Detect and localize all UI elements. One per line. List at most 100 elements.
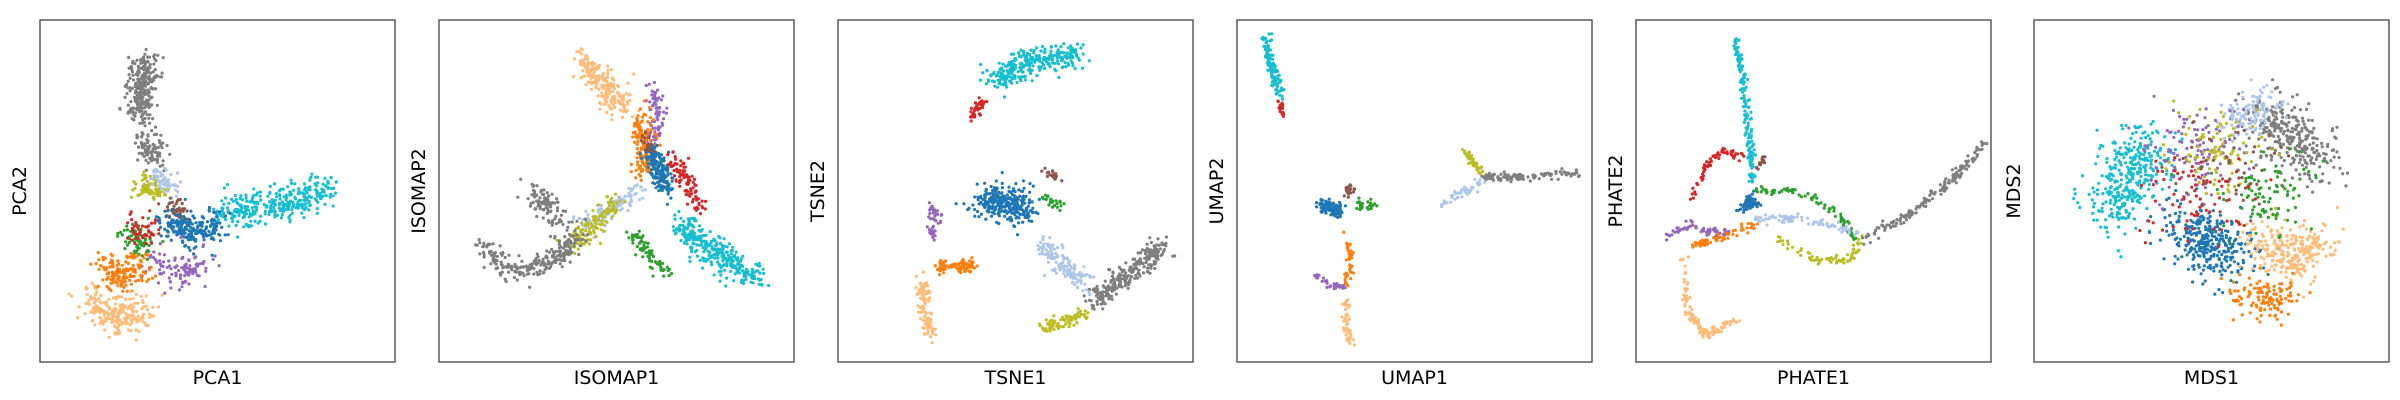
data-point — [119, 304, 123, 308]
data-point — [1087, 59, 1091, 63]
data-point — [702, 245, 706, 249]
data-point — [1049, 45, 1053, 49]
data-point — [669, 160, 673, 164]
data-point — [1065, 256, 1070, 260]
data-point — [211, 257, 215, 261]
data-point — [1013, 224, 1017, 229]
data-point — [1062, 272, 1066, 276]
data-point — [573, 241, 577, 245]
data-point — [96, 251, 100, 255]
data-point — [998, 78, 1002, 82]
data-point — [653, 260, 658, 264]
data-point — [482, 255, 486, 259]
data-point — [1000, 171, 1004, 175]
data-point — [938, 220, 943, 224]
data-point — [1013, 56, 1018, 61]
cluster-cyan — [209, 172, 338, 239]
data-point — [179, 180, 183, 184]
data-point — [919, 310, 923, 314]
data-point — [132, 305, 136, 309]
data-point — [633, 130, 637, 134]
data-point — [651, 103, 655, 107]
data-point — [586, 65, 590, 69]
data-point — [1145, 258, 1149, 262]
data-point — [1138, 274, 1142, 278]
data-point — [140, 109, 144, 113]
data-point — [725, 257, 729, 261]
data-point — [168, 152, 172, 156]
data-point — [1280, 94, 1284, 98]
data-point — [600, 219, 604, 223]
data-point — [1012, 74, 1016, 78]
data-point — [583, 223, 587, 227]
data-point — [104, 319, 108, 323]
data-point — [639, 239, 643, 244]
data-point — [190, 270, 195, 274]
data-point — [190, 234, 194, 238]
data-point — [123, 247, 127, 251]
data-point — [1067, 325, 1071, 329]
data-point — [1276, 90, 1280, 94]
data-point — [725, 276, 729, 280]
data-point — [916, 304, 920, 308]
data-point — [70, 294, 74, 298]
data-point — [584, 229, 588, 233]
data-point — [1071, 273, 1075, 277]
data-point — [146, 216, 150, 220]
data-point — [1028, 71, 1033, 76]
data-point — [701, 234, 705, 238]
data-point — [162, 253, 166, 257]
data-point — [1065, 56, 1069, 60]
data-point — [637, 166, 641, 170]
data-point — [1083, 282, 1087, 286]
data-point — [316, 200, 320, 204]
data-point — [1081, 43, 1085, 47]
data-point — [635, 244, 639, 249]
data-point — [304, 202, 308, 206]
data-point — [633, 233, 637, 237]
data-point — [304, 190, 309, 194]
data-point — [666, 268, 670, 273]
data-point — [153, 274, 158, 278]
data-point — [939, 266, 943, 270]
cluster-gray — [118, 47, 165, 139]
data-point — [733, 266, 737, 270]
data-point — [670, 164, 674, 169]
data-point — [145, 147, 149, 151]
scatter-points — [1260, 32, 1581, 347]
data-point — [134, 292, 138, 296]
data-point — [237, 213, 241, 217]
data-point — [284, 204, 288, 208]
data-point — [1031, 184, 1035, 188]
data-point — [686, 217, 691, 221]
data-point — [1049, 247, 1053, 251]
data-point — [725, 260, 729, 264]
data-point — [172, 204, 176, 208]
data-point — [1046, 170, 1051, 174]
data-point — [1116, 275, 1120, 279]
data-point — [92, 300, 97, 304]
data-point — [631, 238, 635, 242]
data-point — [126, 86, 130, 90]
data-point — [110, 274, 114, 278]
data-point — [1019, 79, 1023, 83]
data-point — [1276, 99, 1280, 104]
data-point — [489, 249, 493, 253]
data-point — [969, 106, 974, 110]
data-point — [324, 193, 328, 198]
data-point — [145, 113, 149, 117]
data-point — [931, 229, 936, 233]
data-point — [120, 233, 124, 237]
data-point — [1051, 243, 1055, 247]
data-point — [173, 183, 177, 187]
data-point — [120, 320, 124, 324]
data-point — [1325, 202, 1329, 206]
data-point — [204, 226, 208, 230]
data-point — [144, 104, 148, 108]
data-point — [1111, 283, 1115, 287]
data-point — [1021, 179, 1026, 183]
data-point — [329, 175, 333, 179]
data-point — [273, 182, 277, 186]
data-point — [161, 264, 165, 268]
data-point — [1012, 204, 1016, 208]
